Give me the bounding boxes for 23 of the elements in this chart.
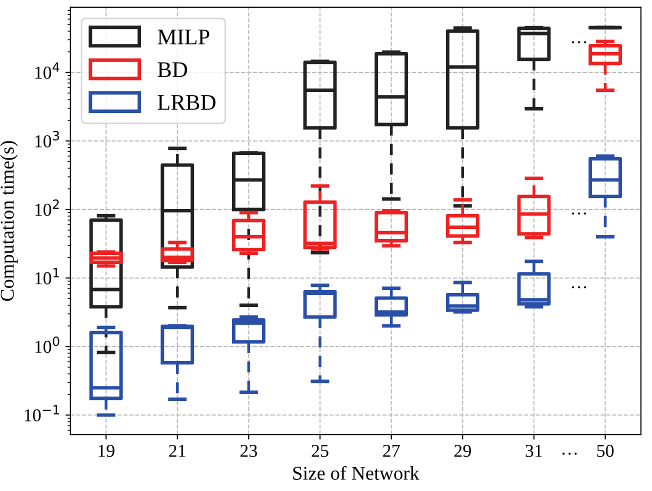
legend-label: BD: [158, 62, 188, 78]
x-tick-label: 19: [98, 444, 114, 457]
y-tick-label: 10$^{3}$: [35, 130, 60, 148]
x-tick-label: 31: [526, 444, 542, 457]
annotation: ···: [572, 212, 586, 215]
x-tick-label: 50: [597, 444, 614, 457]
x-tick-label: 23: [240, 444, 258, 457]
x-tick-label: 25: [312, 444, 328, 457]
annotation: ···: [572, 286, 586, 288]
y-tick-label: 10$^{0}$: [35, 336, 60, 353]
x-axis-title: Size of Network: [293, 466, 420, 480]
y-tick-label: 10$^{1}$: [35, 268, 59, 284]
y-axis-title: Computation time(s): [0, 141, 18, 301]
y-tick-label: 10$^{−1}$: [24, 405, 60, 422]
x-tick-label: 29: [454, 444, 471, 457]
x-tick-label: 21: [169, 444, 186, 457]
annotation: ···: [572, 41, 586, 44]
x-tick-label: 27: [383, 444, 400, 457]
y-tick-label: 10$^{2}$: [35, 199, 59, 216]
y-tick-label: 10$^{4}$: [35, 62, 60, 79]
legend-label: MILP: [158, 30, 210, 44]
text: ···: [562, 452, 577, 455]
legend-label: LRBD: [158, 95, 216, 110]
